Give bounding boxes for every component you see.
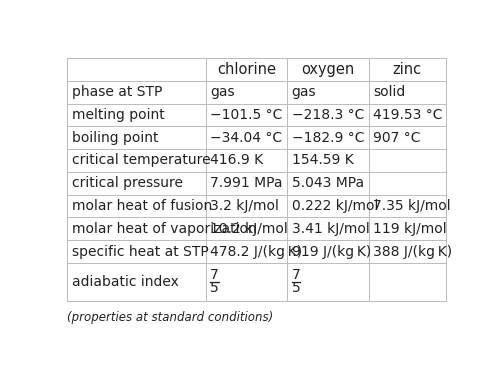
Text: −218.3 °C: −218.3 °C	[292, 108, 364, 122]
Text: molar heat of vaporization: molar heat of vaporization	[72, 222, 257, 236]
Text: 5: 5	[210, 281, 219, 295]
Text: chlorine: chlorine	[217, 62, 276, 77]
Text: 154.59 K: 154.59 K	[292, 153, 354, 168]
Text: adiabatic index: adiabatic index	[72, 275, 179, 289]
Text: 119 kJ/mol: 119 kJ/mol	[373, 222, 447, 236]
Text: boiling point: boiling point	[72, 131, 158, 145]
Text: 7.35 kJ/mol: 7.35 kJ/mol	[373, 199, 451, 213]
Text: 478.2 J/(kg K): 478.2 J/(kg K)	[210, 244, 303, 259]
Text: critical temperature: critical temperature	[72, 153, 210, 168]
Text: 416.9 K: 416.9 K	[210, 153, 264, 168]
Text: −34.04 °C: −34.04 °C	[210, 131, 283, 145]
Text: molar heat of fusion: molar heat of fusion	[72, 199, 212, 213]
Text: 5: 5	[292, 281, 301, 295]
Text: 907 °C: 907 °C	[373, 131, 421, 145]
Text: 3.2 kJ/mol: 3.2 kJ/mol	[210, 199, 279, 213]
Text: 419.53 °C: 419.53 °C	[373, 108, 443, 122]
Text: −182.9 °C: −182.9 °C	[292, 131, 364, 145]
Text: −101.5 °C: −101.5 °C	[210, 108, 283, 122]
Text: zinc: zinc	[393, 62, 422, 77]
Text: 5.043 MPa: 5.043 MPa	[292, 176, 364, 190]
Text: solid: solid	[373, 85, 405, 99]
Text: gas: gas	[292, 85, 316, 99]
Text: phase at STP: phase at STP	[72, 85, 162, 99]
Text: 7.991 MPa: 7.991 MPa	[210, 176, 283, 190]
Text: 10.2 kJ/mol: 10.2 kJ/mol	[210, 222, 288, 236]
Text: 7: 7	[210, 268, 219, 282]
Text: (properties at standard conditions): (properties at standard conditions)	[67, 311, 274, 324]
Text: 919 J/(kg K): 919 J/(kg K)	[292, 244, 371, 259]
Text: 3.41 kJ/mol: 3.41 kJ/mol	[292, 222, 370, 236]
Text: 7: 7	[292, 268, 301, 282]
Text: gas: gas	[210, 85, 235, 99]
Text: oxygen: oxygen	[301, 62, 354, 77]
Text: critical pressure: critical pressure	[72, 176, 183, 190]
Text: 0.222 kJ/mol: 0.222 kJ/mol	[292, 199, 378, 213]
Text: melting point: melting point	[72, 108, 165, 122]
Text: specific heat at STP: specific heat at STP	[72, 244, 209, 259]
Text: 388 J/(kg K): 388 J/(kg K)	[373, 244, 452, 259]
